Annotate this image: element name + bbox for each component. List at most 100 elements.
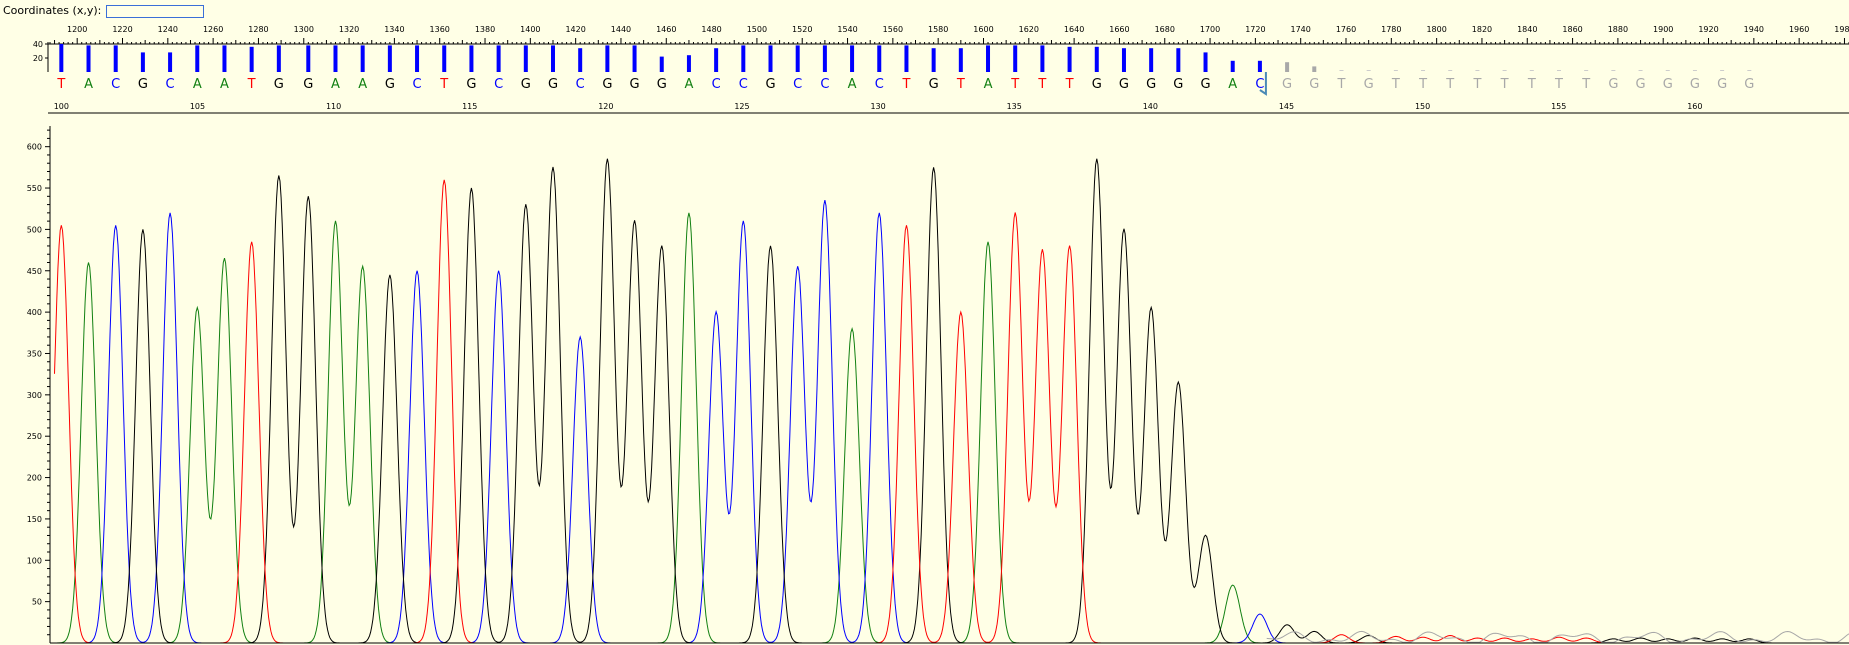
base-call: C <box>111 77 120 92</box>
quality-bar <box>1747 70 1752 71</box>
y-tick-label: 350 <box>27 349 42 358</box>
scan-tick-label: 1980 <box>1834 25 1849 34</box>
quality-bar <box>276 45 281 72</box>
quality-bar <box>1013 45 1018 72</box>
quality-bar <box>1121 48 1126 72</box>
quality-bar <box>986 45 991 72</box>
base-call: G <box>630 77 640 92</box>
quality-bar <box>168 52 173 72</box>
quality-bar <box>1448 70 1453 71</box>
base-call: T <box>1418 77 1427 92</box>
position-label: 160 <box>1687 102 1702 111</box>
quality-bar <box>1040 45 1045 72</box>
cursor-marker-shape <box>1259 72 1267 96</box>
quality-bar <box>1393 70 1398 71</box>
chromatogram[interactable]: 1200 1220 1240 1260 1280 1300 1320 1340 1360 1380… <box>0 22 1849 645</box>
scan-tick-label: 1740 <box>1291 25 1311 34</box>
quality-bars <box>59 44 1752 72</box>
quality-bar <box>1176 48 1181 72</box>
quality-tick-label: 20 <box>33 54 43 63</box>
quality-bar <box>415 45 420 72</box>
base-call: A <box>684 77 693 92</box>
base-call: T <box>1391 77 1400 92</box>
quality-bar <box>1584 70 1589 71</box>
y-tick-label: 400 <box>27 308 42 317</box>
y-tick-label: 200 <box>27 474 42 483</box>
base-call: G <box>1092 77 1102 92</box>
base-call: T <box>1500 77 1509 92</box>
base-call: G <box>1146 77 1156 92</box>
position-label: 155 <box>1551 102 1566 111</box>
quality-bar <box>850 45 855 72</box>
base-call: T <box>439 77 448 92</box>
trace-G <box>54 158 1849 644</box>
y-tick-label: 600 <box>27 143 42 152</box>
base-call: G <box>602 77 612 92</box>
scan-tick-label: 1360 <box>430 25 450 34</box>
quality-bar <box>1067 46 1072 72</box>
base-call: G <box>929 77 939 92</box>
quality-bar <box>306 45 311 72</box>
base-call: C <box>576 77 585 92</box>
scan-tick-label: 1820 <box>1472 25 1492 34</box>
scan-tick-label: 1460 <box>656 25 676 34</box>
position-label: 110 <box>326 102 341 111</box>
position-label: 150 <box>1415 102 1430 111</box>
position-label: 140 <box>1143 102 1158 111</box>
quality-bar <box>578 48 583 72</box>
y-tick-label: 550 <box>27 184 42 193</box>
y-axis: 50 100 150 200 250 300 350 400 450 500 550 600 <box>27 126 1849 644</box>
base-call: G <box>303 77 313 92</box>
base-call: T <box>1336 77 1345 92</box>
base-call: G <box>466 77 476 92</box>
base-call: A <box>848 77 857 92</box>
scan-tick-label: 1220 <box>112 25 132 34</box>
scan-tick-label: 1640 <box>1064 25 1084 34</box>
base-call: G <box>765 77 775 92</box>
quality-bar <box>1312 66 1317 72</box>
quality-bar <box>249 46 254 72</box>
y-tick-label: 100 <box>27 556 42 565</box>
cursor-marker[interactable] <box>1259 72 1267 96</box>
base-call: T <box>247 77 256 92</box>
y-tick-label: 50 <box>32 598 42 607</box>
quality-bar <box>1638 70 1643 71</box>
coordinates-label: Coordinates (x,y): <box>3 4 102 17</box>
scan-tick-label: 1760 <box>1336 25 1356 34</box>
base-call: A <box>358 77 367 92</box>
scan-tick-label: 1580 <box>928 25 948 34</box>
quality-bar <box>86 45 91 72</box>
base-call: G <box>521 77 531 92</box>
quality-bar <box>1665 70 1670 71</box>
base-call: A <box>984 77 993 92</box>
position-label: 130 <box>870 102 885 111</box>
quality-bar <box>768 45 773 72</box>
quality-bar <box>1421 70 1426 71</box>
quality-bar <box>523 45 528 72</box>
scan-tick-label: 1200 <box>67 25 87 34</box>
base-call: C <box>739 77 748 92</box>
base-call: G <box>385 77 395 92</box>
y-tick-label: 450 <box>27 267 42 276</box>
y-tick-label: 300 <box>27 391 42 400</box>
quality-bar <box>1339 70 1344 71</box>
coordinates-bar: Coordinates (x,y): <box>0 0 1849 24</box>
coordinates-field[interactable] <box>106 5 204 18</box>
scan-tick-label: 1800 <box>1426 25 1446 34</box>
quality-bar <box>1285 62 1290 72</box>
base-call: T <box>901 77 910 92</box>
scan-tick-label: 1920 <box>1698 25 1718 34</box>
position-label: 125 <box>734 102 749 111</box>
base-call: T <box>1581 77 1590 92</box>
quality-bar <box>1149 48 1154 72</box>
base-call: T <box>1037 77 1046 92</box>
quality-bar <box>195 45 200 72</box>
quality-tick-label: 40 <box>33 40 43 49</box>
trace-A <box>54 212 1849 644</box>
scan-tick-label: 1500 <box>747 25 767 34</box>
base-call: G <box>1173 77 1183 92</box>
position-label: 120 <box>598 102 613 111</box>
scan-tick-label: 1900 <box>1653 25 1673 34</box>
base-call: A <box>220 77 229 92</box>
